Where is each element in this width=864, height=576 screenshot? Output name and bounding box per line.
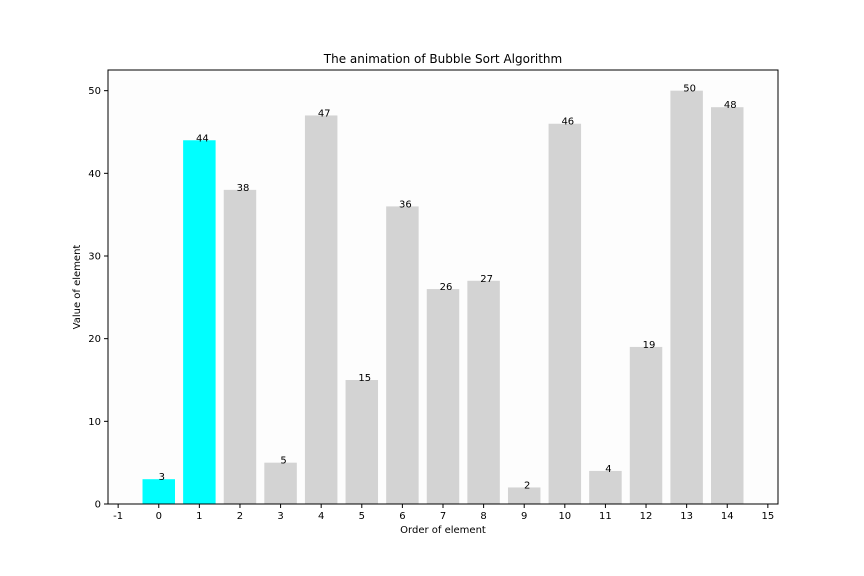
x-tick-label: 7 — [440, 511, 446, 522]
bar-7 — [426, 289, 460, 504]
x-tick-label: 2 — [237, 511, 243, 522]
y-tick-label: 0 — [95, 500, 101, 511]
y-tick-label: 40 — [88, 169, 101, 180]
bar-label-1: 44 — [196, 133, 209, 144]
y-axis-ticks: 0 10 20 30 40 50 — [88, 86, 108, 511]
bar-8 — [467, 280, 500, 504]
bar-label-14: 48 — [724, 100, 737, 111]
x-tick-label: 14 — [721, 511, 734, 522]
bar-label-0: 3 — [159, 472, 165, 483]
bar-1 — [183, 140, 216, 504]
y-tick-label: 50 — [88, 86, 101, 97]
x-tick-label: 9 — [521, 511, 527, 522]
x-tick-label: 5 — [359, 511, 365, 522]
bar-5 — [345, 380, 379, 504]
bar-label-7: 26 — [440, 282, 453, 293]
bar-13 — [670, 90, 703, 505]
bar-label-13: 50 — [683, 84, 696, 95]
bar-10 — [548, 123, 582, 504]
x-tick-label: 3 — [277, 511, 283, 522]
chart-title: The animation of Bubble Sort Algorithm — [323, 52, 562, 66]
bar-label-4: 47 — [318, 108, 331, 119]
y-axis-title: Value of element — [72, 245, 83, 330]
bar-label-2: 38 — [237, 183, 250, 194]
x-tick-label: 4 — [318, 511, 324, 522]
bar-3 — [264, 462, 297, 504]
x-tick-label: 13 — [680, 511, 693, 522]
x-axis-title: Order of element — [400, 525, 486, 536]
x-tick-label: 8 — [480, 511, 486, 522]
bar-2 — [223, 189, 257, 504]
bar-9 — [507, 487, 541, 504]
x-tick-label: 11 — [599, 511, 612, 522]
bar-6 — [386, 206, 419, 504]
y-tick-label: 30 — [88, 252, 101, 263]
bar-0 — [142, 479, 175, 504]
bar-label-12: 19 — [643, 340, 656, 351]
bar-12 — [629, 346, 663, 504]
bar-label-9: 2 — [524, 480, 530, 491]
bar-label-6: 36 — [399, 199, 412, 210]
x-tick-label: 1 — [196, 511, 202, 522]
bar-label-10: 46 — [561, 117, 574, 128]
x-tick-label: -1 — [113, 511, 123, 522]
x-axis-ticks: -1 0 1 2 3 4 5 6 7 8 9 10 11 12 13 14 15 — [113, 504, 774, 522]
bar-4 — [304, 115, 338, 504]
bar-11 — [589, 470, 622, 504]
y-tick-label: 10 — [88, 417, 101, 428]
x-tick-label: 0 — [156, 511, 162, 522]
bar-14 — [711, 107, 744, 504]
x-tick-label: 10 — [558, 511, 571, 522]
y-tick-label: 20 — [88, 334, 101, 345]
bar-label-11: 4 — [605, 464, 611, 475]
bar-label-8: 27 — [480, 274, 493, 285]
x-tick-label: 15 — [761, 511, 774, 522]
bar-labels-group: 3 44 38 5 47 15 36 26 27 2 46 4 19 50 48 — [159, 84, 737, 492]
x-tick-label: 12 — [640, 511, 653, 522]
bar-label-5: 15 — [358, 373, 371, 384]
bars-group — [142, 90, 744, 505]
x-tick-label: 6 — [399, 511, 405, 522]
bar-label-3: 5 — [280, 456, 286, 467]
